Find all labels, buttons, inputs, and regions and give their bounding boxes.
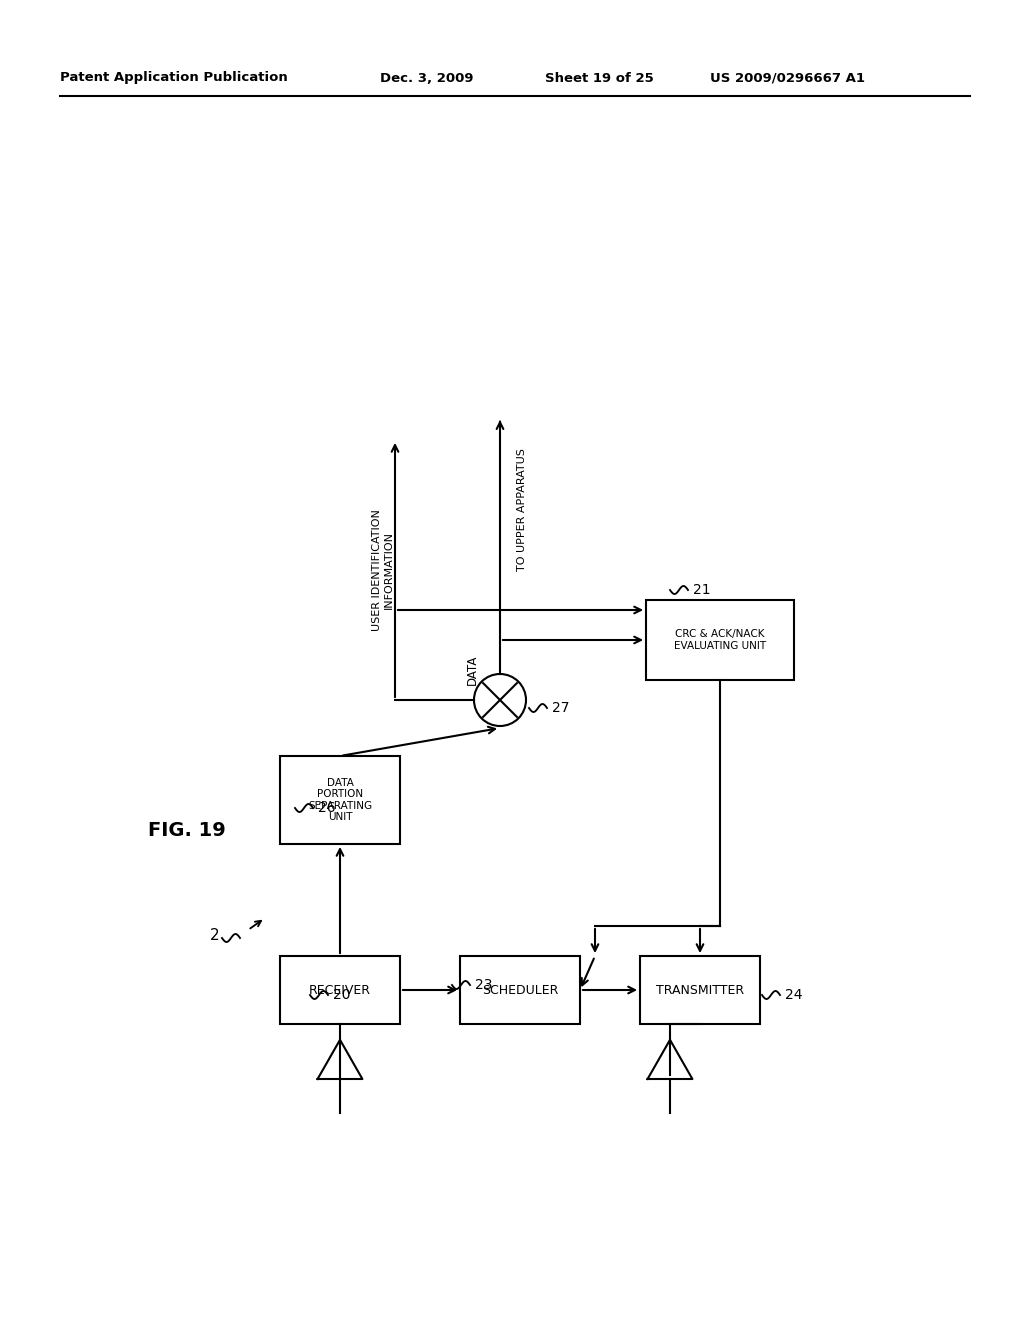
Text: FIG. 19: FIG. 19 xyxy=(148,821,225,840)
Text: SCHEDULER: SCHEDULER xyxy=(482,983,558,997)
Bar xyxy=(280,756,400,843)
Text: TO UPPER APPARATUS: TO UPPER APPARATUS xyxy=(517,449,527,572)
Text: RECEIVER: RECEIVER xyxy=(309,983,371,997)
Text: 20: 20 xyxy=(333,987,350,1002)
Text: 23: 23 xyxy=(475,978,493,993)
Bar xyxy=(640,956,760,1024)
Text: 21: 21 xyxy=(693,583,711,597)
Text: DATA: DATA xyxy=(466,655,478,685)
Text: USER IDENTIFICATION
INFORMATION: USER IDENTIFICATION INFORMATION xyxy=(372,510,394,631)
Text: Patent Application Publication: Patent Application Publication xyxy=(60,71,288,84)
Text: DATA
PORTION
SEPARATING
UNIT: DATA PORTION SEPARATING UNIT xyxy=(308,777,372,822)
Text: 24: 24 xyxy=(785,987,803,1002)
Bar xyxy=(280,956,400,1024)
Text: 27: 27 xyxy=(552,701,569,715)
Text: TRANSMITTER: TRANSMITTER xyxy=(656,983,744,997)
Text: CRC & ACK/NACK
EVALUATING UNIT: CRC & ACK/NACK EVALUATING UNIT xyxy=(674,630,766,651)
Text: 2: 2 xyxy=(210,928,220,942)
Text: Dec. 3, 2009: Dec. 3, 2009 xyxy=(380,71,473,84)
Text: US 2009/0296667 A1: US 2009/0296667 A1 xyxy=(710,71,865,84)
Text: 26: 26 xyxy=(318,801,336,814)
Bar xyxy=(646,601,794,680)
Text: Sheet 19 of 25: Sheet 19 of 25 xyxy=(545,71,653,84)
Bar xyxy=(460,956,580,1024)
